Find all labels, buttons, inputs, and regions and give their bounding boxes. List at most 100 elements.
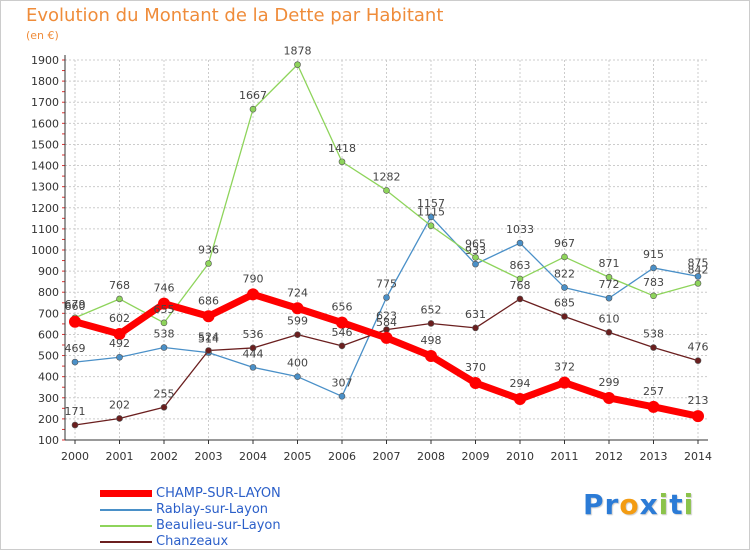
y-tick-label: 500 bbox=[38, 350, 59, 363]
data-point bbox=[514, 393, 526, 406]
y-tick-label: 900 bbox=[38, 265, 59, 278]
data-label: 842 bbox=[688, 263, 709, 276]
data-label: 775 bbox=[376, 278, 397, 291]
data-point bbox=[202, 310, 215, 323]
y-tick-label: 200 bbox=[38, 413, 59, 426]
data-label: 790 bbox=[243, 272, 264, 285]
data-label: 875 bbox=[688, 256, 709, 269]
data-label: 686 bbox=[198, 294, 219, 307]
data-label: 372 bbox=[554, 361, 575, 374]
data-label: 524 bbox=[198, 330, 219, 343]
x-tick-label: 2006 bbox=[328, 450, 356, 463]
data-label: 724 bbox=[287, 286, 308, 299]
data-point bbox=[561, 284, 568, 291]
data-point bbox=[116, 353, 123, 361]
data-point bbox=[116, 415, 123, 422]
legend-swatch bbox=[100, 541, 152, 543]
data-label: 538 bbox=[643, 328, 664, 341]
data-point bbox=[427, 320, 435, 327]
x-tick-label: 2014 bbox=[684, 450, 712, 463]
y-tick-label: 1900 bbox=[31, 54, 59, 67]
x-tick-label: 2003 bbox=[195, 450, 223, 463]
legend-label: Chanzeaux bbox=[156, 534, 229, 549]
data-point bbox=[516, 275, 524, 283]
y-tick-label: 300 bbox=[38, 392, 59, 405]
data-label: 1282 bbox=[373, 170, 401, 183]
x-tick-label: 2004 bbox=[239, 450, 267, 463]
data-point bbox=[291, 302, 304, 315]
series-layer bbox=[69, 61, 704, 429]
x-tick-label: 2007 bbox=[373, 450, 401, 463]
data-label: 965 bbox=[465, 237, 486, 250]
x-tick-label: 2000 bbox=[61, 450, 89, 463]
data-point bbox=[205, 347, 212, 354]
data-point bbox=[294, 373, 301, 380]
data-point bbox=[558, 376, 571, 389]
data-point bbox=[694, 280, 702, 287]
data-point bbox=[116, 295, 123, 303]
data-point bbox=[692, 410, 704, 423]
logo-letter: i bbox=[683, 488, 695, 521]
data-point bbox=[647, 400, 660, 413]
data-point bbox=[71, 421, 79, 429]
data-point bbox=[294, 61, 301, 68]
data-point bbox=[158, 297, 170, 310]
data-label: 536 bbox=[243, 328, 264, 341]
data-point bbox=[605, 273, 613, 281]
data-label: 783 bbox=[643, 276, 664, 289]
data-label: 768 bbox=[510, 279, 531, 292]
data-label: 746 bbox=[154, 282, 175, 295]
y-tick-label: 1300 bbox=[31, 181, 59, 194]
data-label: 631 bbox=[465, 308, 486, 321]
legend-label: Rablay-sur-Layon bbox=[156, 502, 269, 517]
data-label: 1878 bbox=[284, 45, 312, 58]
logo-letter: x bbox=[639, 488, 659, 521]
data-point bbox=[516, 239, 524, 247]
data-point bbox=[469, 377, 482, 389]
data-label: 967 bbox=[554, 237, 575, 250]
data-label: 772 bbox=[599, 278, 620, 291]
data-label: 660 bbox=[65, 300, 86, 313]
x-tick-label: 2002 bbox=[150, 450, 178, 463]
x-tick-label: 2010 bbox=[506, 450, 534, 463]
data-label: 255 bbox=[154, 387, 175, 400]
data-label: 863 bbox=[510, 259, 531, 272]
data-point bbox=[336, 316, 348, 329]
data-point bbox=[427, 213, 435, 221]
data-label: 623 bbox=[376, 310, 397, 323]
data-point bbox=[472, 324, 479, 332]
x-tick-label: 2005 bbox=[284, 450, 312, 463]
data-label: 871 bbox=[599, 257, 620, 270]
data-label: 768 bbox=[109, 279, 130, 292]
data-point bbox=[650, 292, 657, 300]
data-point bbox=[249, 105, 257, 113]
y-tick-label: 1700 bbox=[31, 96, 59, 109]
data-label: 307 bbox=[332, 376, 353, 389]
data-point bbox=[605, 329, 613, 336]
y-tick-label: 800 bbox=[38, 286, 59, 299]
x-tick-label: 2012 bbox=[595, 450, 623, 463]
legend-swatch bbox=[100, 525, 152, 527]
x-tick-label: 2013 bbox=[640, 450, 668, 463]
data-label: 400 bbox=[287, 357, 308, 370]
legend-swatch bbox=[100, 509, 152, 511]
data-label: 933 bbox=[465, 244, 486, 257]
logo-letter: r bbox=[604, 488, 620, 521]
chart-subtitle: (en €) bbox=[26, 29, 59, 42]
data-label-layer: 469 492 538 514 444 400 307 775 1157 933 1033 822 77… bbox=[65, 45, 709, 418]
data-label: 685 bbox=[554, 297, 575, 310]
data-point bbox=[338, 342, 346, 350]
y-tick-label: 100 bbox=[38, 434, 59, 447]
y-tick-label: 1800 bbox=[31, 75, 59, 88]
data-label: 299 bbox=[599, 376, 620, 389]
data-point bbox=[425, 349, 437, 362]
data-point bbox=[516, 295, 524, 303]
logo-letter: P bbox=[583, 488, 605, 521]
data-point bbox=[338, 158, 346, 166]
data-point bbox=[160, 403, 168, 411]
y-tick-label: 1400 bbox=[31, 160, 59, 173]
legend-label: Beaulieu-sur-Layon bbox=[156, 518, 281, 533]
data-label: 610 bbox=[599, 312, 620, 325]
data-label: 822 bbox=[554, 268, 575, 281]
